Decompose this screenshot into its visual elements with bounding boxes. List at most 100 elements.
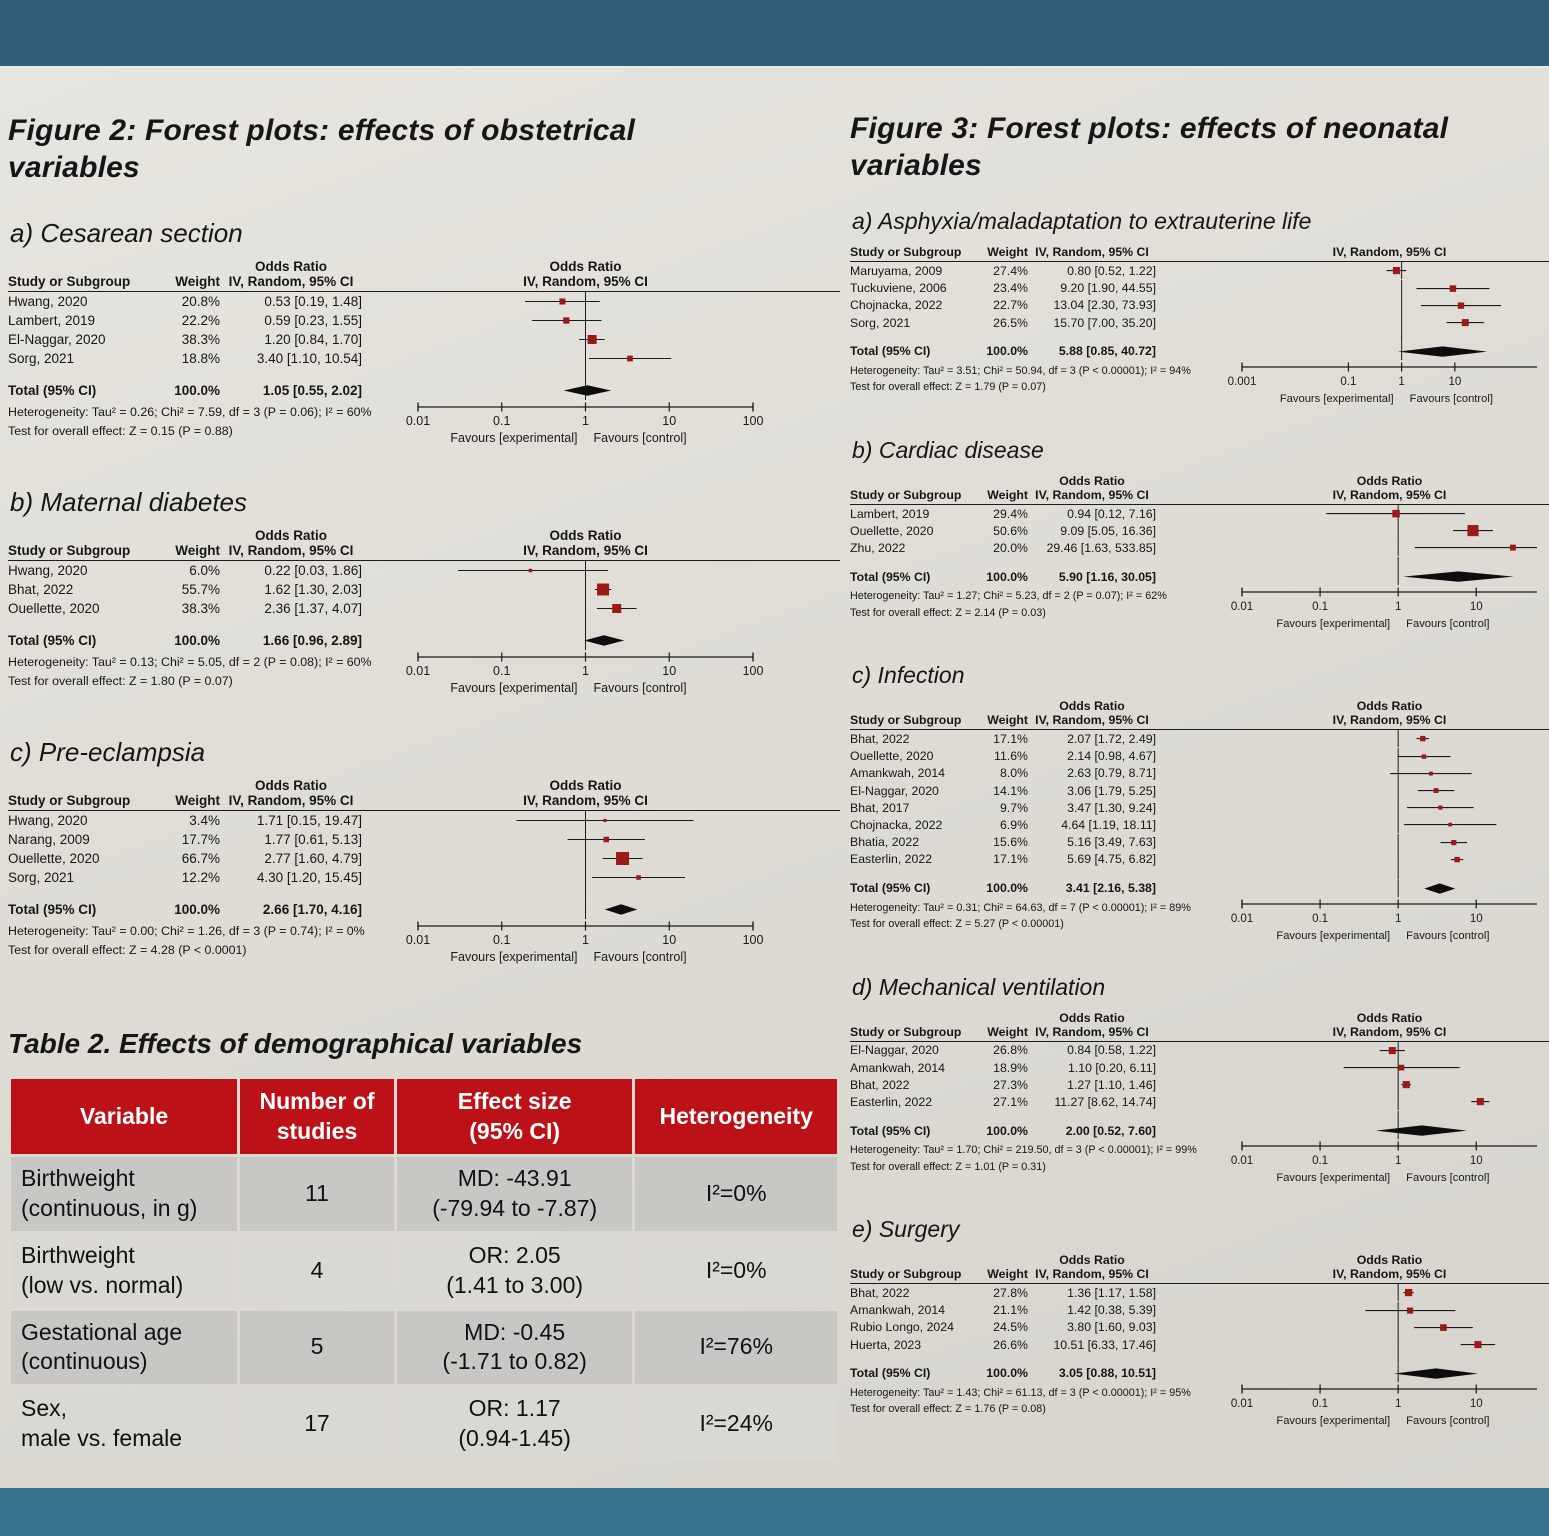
- axis-tick-label: 0.01: [406, 933, 430, 947]
- study-estimate: 1.36 [1.17, 1.58]: [1067, 1286, 1156, 1301]
- odds-ratio-header-row: Odds Ratio Odds Ratio: [8, 778, 840, 793]
- forest-study-row: Ouellette, 2020 11.6% 2.14 [0.98, 4.67]: [850, 747, 1549, 765]
- total-weight: 100.0%: [986, 1366, 1028, 1381]
- odds-ratio-header: Odds Ratio: [1059, 1253, 1125, 1268]
- subplot-label-3b: b) Cardiac disease: [852, 437, 1044, 463]
- study-weight: 18.8%: [181, 351, 220, 367]
- study-estimate: 11.27 [8.62, 14.74]: [1054, 1094, 1156, 1109]
- axis-tick-label: 10: [662, 933, 676, 947]
- favours-experimental-label: Favours [experimental]: [1276, 930, 1390, 942]
- column-header-row: Study or Subgroup Weight IV, Random, 95% C…: [850, 488, 1549, 502]
- left-column: Figure 2: Forest plots: effects of obste…: [8, 86, 840, 1464]
- study-weight: 21.1%: [993, 1303, 1028, 1318]
- total-weight: 100.0%: [986, 881, 1028, 896]
- forest-study-row: Sorg, 2021 26.5% 15.70 [7.00, 35.20]: [850, 313, 1549, 332]
- favours-experimental-label: Favours [experimental]: [1276, 618, 1390, 630]
- column-header-row: Study or Subgroup Weight IV, Random, 95% C…: [850, 245, 1549, 259]
- study-weight: 55.7%: [181, 582, 220, 598]
- axis-tick-label: 0.1: [493, 933, 510, 947]
- axis-tick-label: 10: [1470, 601, 1483, 613]
- study-estimate: 10.51 [6.33, 17.46]: [1053, 1337, 1156, 1352]
- table-cell: 5: [240, 1310, 394, 1385]
- total-label: Total (95% CI): [8, 383, 97, 399]
- forest-study-row: Sorg, 2021 12.2% 4.30 [1.20, 15.45]: [8, 868, 840, 888]
- odds-ratio-header: Odds Ratio: [549, 778, 622, 794]
- plot-axis: 0.01 0.1 1 10 Favours [experimental] Favours …: [1231, 587, 1537, 630]
- weight-column-header: Weight: [987, 713, 1028, 728]
- ci-marker: [1397, 1076, 1411, 1094]
- ci-marker: [1379, 1041, 1405, 1060]
- total-diamond: [563, 381, 612, 401]
- axis-tick-label: 1: [582, 933, 589, 947]
- study-estimate: 3.40 [1.10, 10.54]: [256, 351, 362, 367]
- method-column-header: IV, Random, 95% CI: [523, 793, 648, 809]
- study-estimate: 9.20 [1.90, 44.55]: [1060, 281, 1156, 296]
- heterogeneity-text: Heterogeneity: Tau² = 0.00; Chi² = 1.26,…: [8, 924, 365, 939]
- study-estimate: 13.04 [2.30, 73.93]: [1053, 298, 1156, 313]
- total-estimate: 3.05 [0.88, 10.51]: [1058, 1366, 1156, 1381]
- ci-marker: [532, 311, 602, 331]
- table-cell: MD: -43.91 (-79.94 to -7.87): [396, 1156, 633, 1231]
- column-header-row: Study or Subgroup Weight IV, Random, 95% C…: [850, 1025, 1549, 1039]
- study-name: Chojnacka, 2022: [850, 298, 943, 313]
- study-column-header: Study or Subgroup: [8, 793, 131, 809]
- study-name: Bhat, 2022: [850, 1286, 910, 1301]
- method-column-header: IV, Random, 95% CI: [1332, 1024, 1447, 1039]
- study-name: Ouellette, 2020: [8, 851, 100, 867]
- column-header-row: Study or Subgroup Weight IV, Random, 95% C…: [8, 274, 840, 289]
- weight-column-header: Weight: [175, 793, 220, 809]
- subplot-label-3a: a) Asphyxia/maladaptation to extrauterin…: [852, 208, 1312, 235]
- forest-footer: Heterogeneity: Tau² = 0.26; Chi² = 7.59,…: [8, 402, 840, 455]
- study-name: Rubio Longo, 2024: [850, 1320, 954, 1335]
- study-name: Easterlin, 2022: [850, 1094, 933, 1109]
- forest-plot-3d: Odds Ratio Odds Ratio Study or Subgroup Wei…: [850, 1011, 1549, 1193]
- forest-study-row: Huerta, 2023 26.6% 10.51 [6.33, 17.46]: [850, 1336, 1549, 1354]
- forest-total-row: Total (95% CI) 100.0% 5.90 [1.16, 30.05]: [850, 568, 1549, 586]
- heterogeneity-text: Heterogeneity: Tau² = 1.43; Chi² = 61.13…: [850, 1387, 1191, 1400]
- ci-marker: [1397, 539, 1537, 557]
- axis-tick-label: 0.01: [406, 414, 430, 428]
- heterogeneity-text: Heterogeneity: Tau² = 1.27; Chi² = 5.23,…: [850, 590, 1167, 603]
- total-diamond: [1397, 879, 1456, 897]
- study-name: Zhu, 2022: [850, 540, 906, 555]
- favours-control-label: Favours [control]: [1406, 618, 1489, 630]
- axis-tick-label: 1: [1395, 601, 1401, 613]
- study-name: Huerta, 2023: [850, 1337, 922, 1352]
- study-name: Narang, 2009: [8, 832, 90, 848]
- favours-control-label: Favours [control]: [594, 431, 687, 445]
- study-estimate: 1.10 [0.20, 6.11]: [1068, 1060, 1156, 1075]
- forest-total-row: Total (95% CI) 100.0% 5.88 [0.85, 40.72]: [850, 342, 1549, 361]
- forest-header: Odds Ratio Odds Ratio Study or Subgroup Wei…: [850, 474, 1549, 505]
- study-weight: 12.2%: [181, 870, 220, 886]
- ci-marker: [525, 292, 600, 312]
- forest-notes: Heterogeneity: Tau² = 0.00; Chi² = 1.26,…: [8, 922, 418, 959]
- study-estimate: 3.06 [1.79, 5.25]: [1067, 783, 1156, 798]
- ci-marker: [1401, 279, 1490, 297]
- table-cell: MD: -0.45 (-1.71 to 0.82): [396, 1310, 633, 1385]
- forest-total-row: Total (95% CI) 100.0% 1.05 [0.55, 2.02]: [8, 381, 840, 401]
- favours-control-label: Favours [control]: [1406, 1172, 1489, 1184]
- overall-effect-text: Test for overall effect: Z = 0.15 (P = 0…: [8, 423, 233, 438]
- ci-marker: [585, 349, 672, 369]
- study-name: Bhatia, 2022: [850, 835, 920, 850]
- figure3-plots: a) Asphyxia/maladaptation to extrauterin…: [850, 208, 1549, 1435]
- study-weight: 20.8%: [181, 294, 220, 310]
- study-estimate: 1.71 [0.15, 19.47]: [256, 813, 362, 829]
- table-cell: I²=76%: [635, 1310, 837, 1385]
- forest-study-row: Easterlin, 2022 27.1% 11.27 [8.62, 14.74]: [850, 1093, 1549, 1111]
- forest-plot-3a: Study or Subgroup Weight IV, Random, 95% C…: [850, 245, 1549, 413]
- odds-ratio-header: Odds Ratio: [1356, 1253, 1423, 1268]
- study-weight: 24.5%: [993, 1320, 1028, 1335]
- favours-control-label: Favours [control]: [1406, 1415, 1489, 1427]
- study-name: Ouellette, 2020: [850, 749, 934, 764]
- total-label: Total (95% CI): [8, 902, 97, 918]
- study-weight: 38.3%: [181, 332, 220, 348]
- subplot-label-3d: d) Mechanical ventilation: [852, 973, 1106, 1000]
- table-cell: 4: [240, 1233, 394, 1308]
- favours-control-label: Favours [control]: [1410, 393, 1493, 405]
- forest-header: Study or Subgroup Weight IV, Random, 95% C…: [850, 245, 1549, 263]
- total-estimate: 1.05 [0.55, 2.02]: [262, 383, 362, 399]
- forest-plot-3e: Odds Ratio Odds Ratio Study or Subgroup Wei…: [850, 1253, 1549, 1435]
- ci-marker: [1397, 1093, 1490, 1111]
- axis-tick-label: 10: [662, 414, 676, 428]
